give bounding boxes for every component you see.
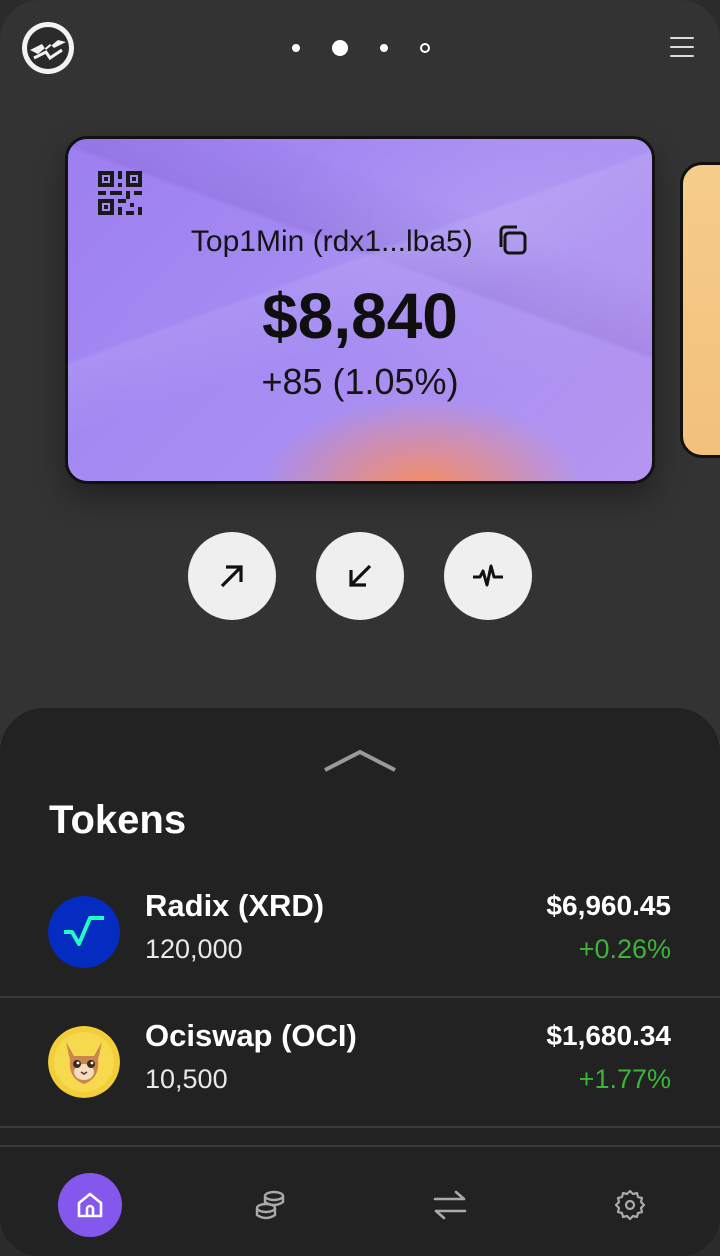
- card-pager[interactable]: [0, 40, 720, 56]
- account-balance: $8,840: [68, 279, 652, 353]
- token-name: Radix (XRD): [145, 888, 324, 924]
- copy-icon[interactable]: [495, 223, 529, 257]
- tab-swap[interactable]: [418, 1173, 482, 1237]
- token-change: +0.26%: [579, 934, 671, 965]
- qr-code-icon[interactable]: [98, 171, 142, 215]
- pager-dot-active[interactable]: [332, 40, 348, 56]
- token-change: +1.77%: [579, 1064, 671, 1095]
- pager-dot-add[interactable]: [420, 43, 430, 53]
- token-value: $1,680.34: [546, 1020, 671, 1052]
- token-amount: 120,000: [145, 934, 243, 965]
- balance-change: +85 (1.05%): [68, 361, 652, 403]
- tab-tokens[interactable]: [238, 1173, 302, 1237]
- token-row-oci[interactable]: Ociswap (OCI) 10,500 $1,680.34 +1.77%: [0, 998, 720, 1128]
- hamburger-menu-icon[interactable]: [670, 37, 694, 59]
- ociswap-token-icon: [48, 1026, 120, 1098]
- activity-pulse-icon: [471, 561, 505, 591]
- token-row-xrd[interactable]: Radix (XRD) 120,000 $6,960.45 +0.26%: [0, 868, 720, 998]
- swap-arrows-icon: [432, 1189, 468, 1221]
- pager-dot[interactable]: [380, 44, 388, 52]
- tab-home[interactable]: [58, 1173, 122, 1237]
- token-value: $6,960.45: [546, 890, 671, 922]
- account-address: (rdx1...lba5): [313, 225, 473, 258]
- account-line: Top1Min (rdx1...lba5): [68, 225, 652, 260]
- next-wallet-card[interactable]: [680, 162, 720, 458]
- arrow-down-left-icon: [345, 561, 375, 591]
- send-button[interactable]: [188, 532, 276, 620]
- tab-settings[interactable]: [598, 1173, 662, 1237]
- activity-button[interactable]: [444, 532, 532, 620]
- chevron-up-icon[interactable]: [323, 748, 397, 774]
- bottom-tab-bar: [0, 1145, 720, 1256]
- coins-icon: [253, 1188, 287, 1222]
- tokens-title: Tokens: [49, 798, 186, 843]
- account-name: Top1Min: [191, 225, 304, 258]
- pager-dot[interactable]: [292, 44, 300, 52]
- arrow-up-right-icon: [217, 561, 247, 591]
- home-icon: [75, 1190, 105, 1220]
- receive-button[interactable]: [316, 532, 404, 620]
- wallet-card[interactable]: Top1Min (rdx1...lba5) $8,840 +85 (1.05%): [65, 136, 655, 484]
- row-divider: [0, 1126, 720, 1128]
- token-name: Ociswap (OCI): [145, 1018, 357, 1054]
- token-amount: 10,500: [145, 1064, 228, 1095]
- gear-icon: [613, 1188, 647, 1222]
- radix-token-icon: [48, 896, 120, 968]
